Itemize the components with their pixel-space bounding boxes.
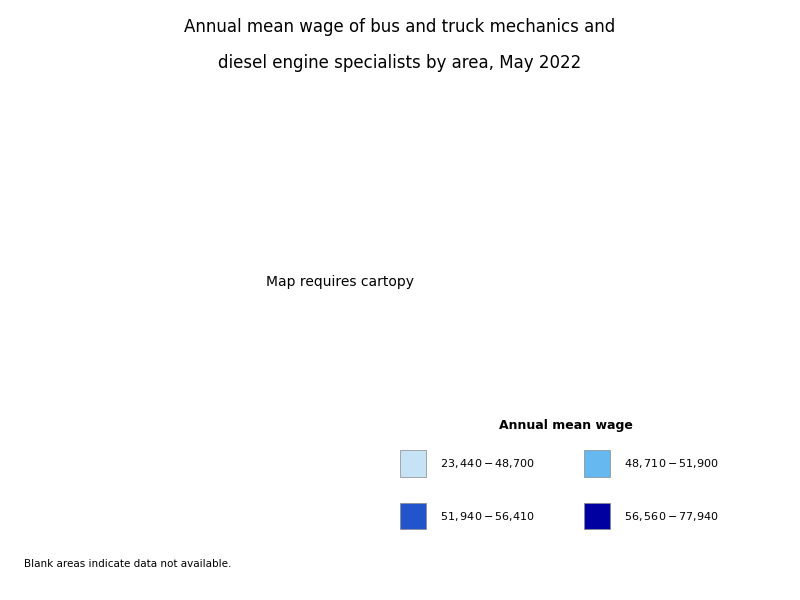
FancyBboxPatch shape [584, 503, 610, 529]
Text: Blank areas indicate data not available.: Blank areas indicate data not available. [24, 559, 231, 569]
Text: Annual mean wage: Annual mean wage [498, 419, 633, 431]
Text: $48,710 - $51,900: $48,710 - $51,900 [625, 457, 719, 470]
FancyBboxPatch shape [584, 450, 610, 476]
Text: $23,440 - $48,700: $23,440 - $48,700 [441, 457, 535, 470]
Text: Map requires cartopy: Map requires cartopy [266, 275, 414, 289]
Text: Annual mean wage of bus and truck mechanics and: Annual mean wage of bus and truck mechan… [184, 18, 616, 36]
Text: diesel engine specialists by area, May 2022: diesel engine specialists by area, May 2… [218, 54, 582, 72]
Text: $56,560 - $77,940: $56,560 - $77,940 [625, 510, 719, 523]
FancyBboxPatch shape [400, 450, 426, 476]
Text: $51,940 - $56,410: $51,940 - $56,410 [441, 510, 535, 523]
FancyBboxPatch shape [400, 503, 426, 529]
